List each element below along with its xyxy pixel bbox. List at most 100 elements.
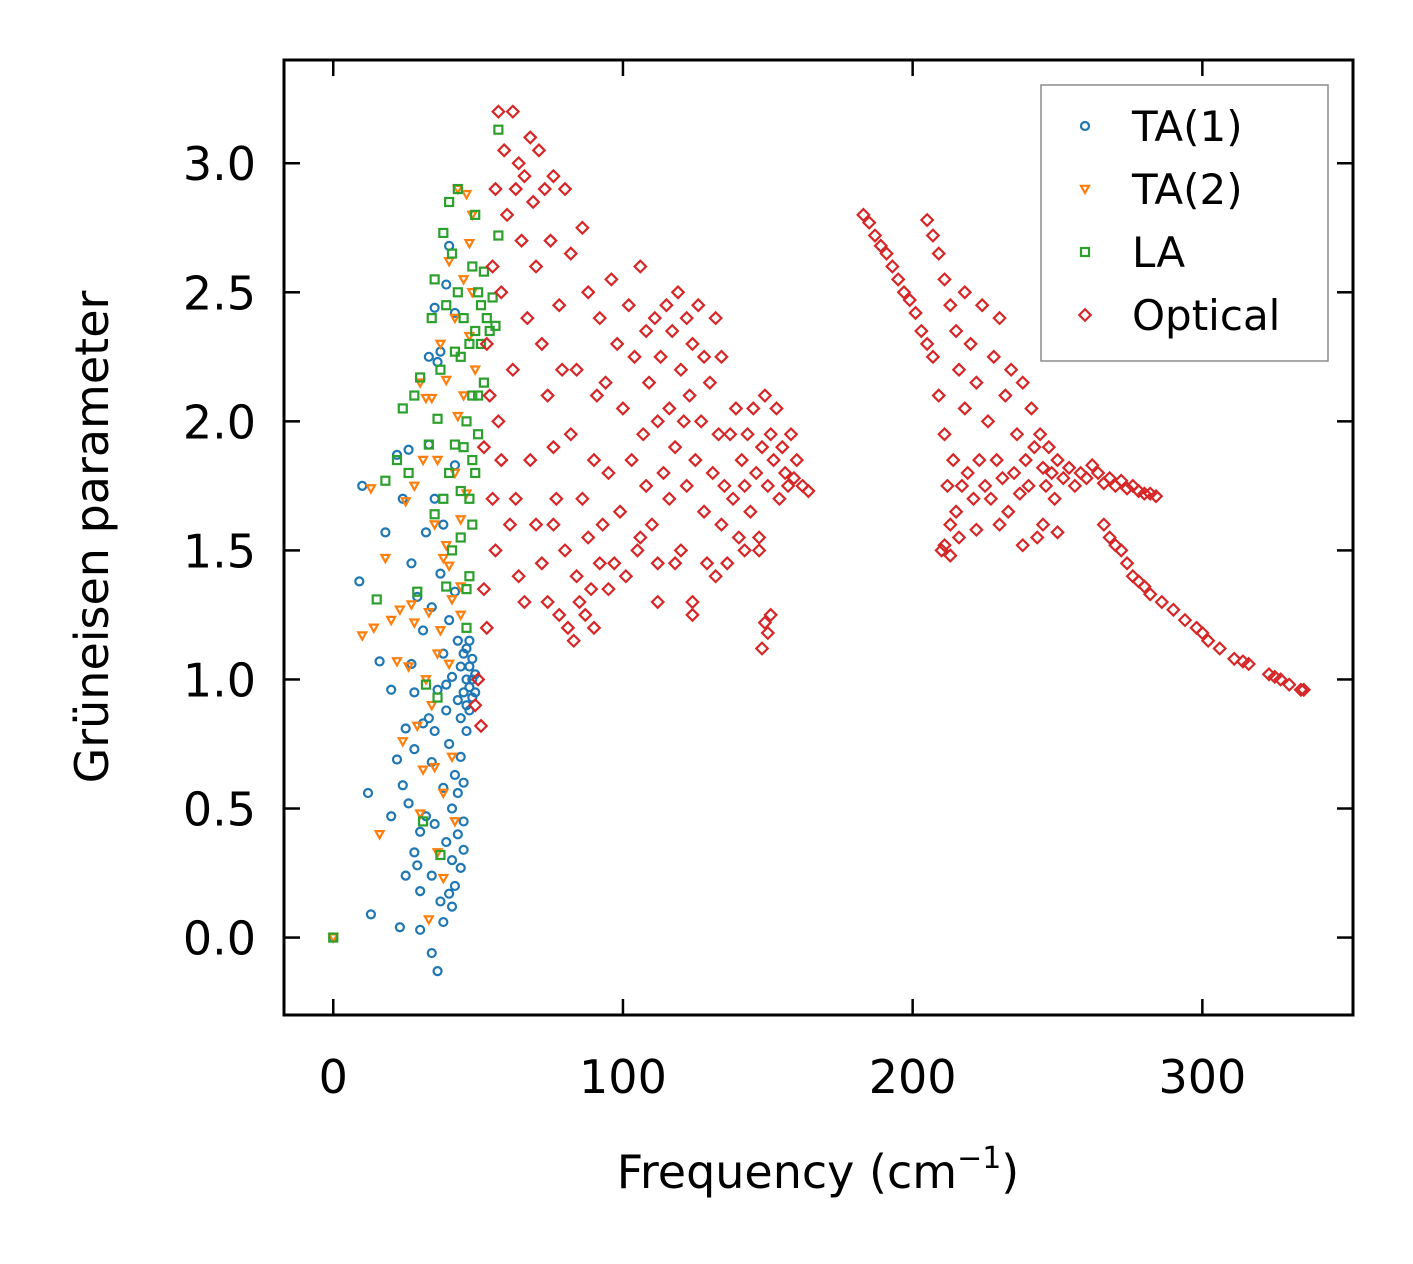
data-point [969,375,984,390]
data-point [934,543,949,558]
data-point [452,287,463,298]
data-point [1044,465,1060,481]
data-point [1177,612,1193,628]
data-point [1027,439,1042,455]
data-point [409,687,420,698]
data-point [454,515,467,526]
data-point [464,338,475,350]
data-point [685,336,700,352]
data-point [592,556,608,571]
data-point [908,305,923,321]
data-point [391,657,403,668]
data-point [688,452,703,468]
data-point [441,279,452,290]
data-point [983,491,999,507]
data-point [670,284,686,300]
data-point [457,391,470,402]
data-point [940,478,955,494]
legend-marker [1079,184,1091,196]
data-point [1021,478,1036,494]
data-point [414,809,427,820]
data-point [551,607,567,623]
data-point [1096,517,1112,532]
data-point [685,607,700,623]
data-point [801,483,816,499]
data-point [757,615,773,630]
data-point [328,932,339,943]
data-point [446,595,458,606]
data-point [647,310,663,326]
data-point [664,323,680,339]
data-point [438,916,449,928]
data-point [569,362,584,378]
data-point [461,416,472,427]
data-point [633,259,648,274]
data-point [728,401,744,416]
data-point [537,181,553,197]
data-point [1293,682,1309,698]
data-point [604,272,619,287]
y-axis-title: Grüneisen parameter [65,290,119,783]
data-point [371,594,382,605]
data-point [661,491,677,507]
data-point [438,493,449,504]
data-point [583,581,599,597]
data-point [656,465,671,481]
data-point [409,390,420,401]
data-point [467,390,478,401]
data-point [722,426,738,442]
data-point [455,351,466,362]
data-point [992,310,1007,326]
data-point [476,581,492,597]
data-point [449,313,461,325]
data-point [998,388,1013,403]
data-point [463,331,476,343]
data-point [1050,452,1065,468]
series-ta-2- [327,184,482,944]
data-point [400,723,411,734]
data-point [441,581,452,592]
data-point [467,519,478,530]
data-point [1200,633,1216,649]
data-point [682,388,697,403]
data-point [520,310,535,326]
x-tick-label: 0 [319,1050,348,1104]
data-point [488,181,503,197]
data-point [1166,602,1181,618]
data-point [577,607,593,623]
data-point [954,478,970,494]
data-point [592,310,608,326]
data-point [438,782,449,793]
data-point [426,870,437,881]
data-point [403,798,414,809]
data-point [1015,537,1031,553]
data-point [1148,488,1164,504]
data-point [508,181,524,197]
data-point [957,401,973,416]
data-point [885,259,900,274]
data-point [440,375,453,387]
data-point [1006,465,1022,481]
data-point [717,478,732,494]
data-point [441,836,452,848]
data-point [431,455,444,467]
data-point [397,780,408,791]
data-point [455,532,466,543]
data-point [667,439,683,455]
data-point [434,626,447,637]
data-point [1102,530,1117,545]
data-point [446,855,458,866]
data-point [402,662,415,673]
data-point [470,325,481,337]
data-point [455,862,466,873]
data-point [693,414,709,429]
data-point [540,594,555,610]
data-point [428,762,441,774]
data-point [696,349,712,365]
data-point [420,679,432,690]
y-tick-label: 1.0 [183,653,256,707]
y-tick-label: 0.0 [183,912,256,966]
data-point [412,591,423,602]
data-point [714,349,729,365]
data-point [772,491,787,507]
